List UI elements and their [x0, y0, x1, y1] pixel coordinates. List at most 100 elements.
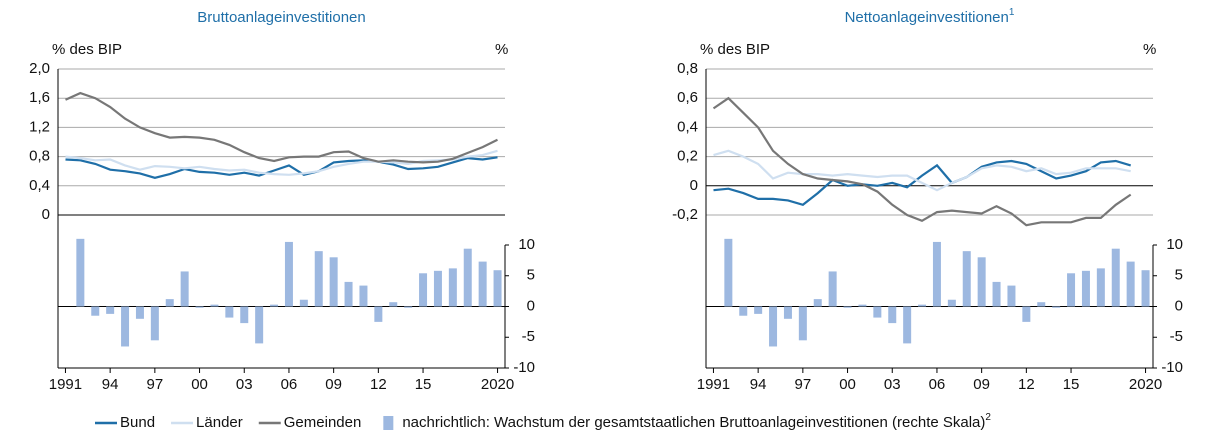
- bar: [284, 241, 293, 307]
- x-tick-label: 12: [1018, 376, 1035, 393]
- x-tick-label: 00: [839, 376, 856, 393]
- legend-label: Bund: [120, 414, 155, 431]
- line-series: [65, 149, 498, 176]
- bar: [1096, 268, 1105, 307]
- bar: [389, 302, 398, 307]
- bar: [1081, 270, 1090, 307]
- y2-tick-label: 10: [518, 236, 535, 253]
- bar: [448, 268, 457, 307]
- bar: [150, 306, 159, 341]
- bar: [888, 306, 897, 324]
- bar: [739, 306, 748, 316]
- bar: [962, 251, 971, 307]
- bar: [1052, 306, 1061, 308]
- x-tick-label: 12: [370, 376, 387, 393]
- bar: [180, 271, 189, 307]
- bar: [828, 271, 837, 307]
- bar: [91, 306, 100, 316]
- bar: [299, 299, 308, 307]
- bar: [769, 306, 778, 347]
- line-series: [713, 159, 1132, 207]
- x-tick-label: 94: [102, 376, 119, 393]
- bar: [1067, 273, 1076, 307]
- bar: [121, 306, 130, 347]
- y-tick-label: 0: [690, 177, 698, 194]
- y-axis-label: % des BIP: [700, 41, 770, 58]
- bar: [240, 306, 249, 324]
- bar: [165, 299, 174, 307]
- bar: [463, 248, 472, 307]
- y2-tick-label: -5: [1170, 328, 1183, 345]
- chart-title: Nettoanlageinvestitionen1: [845, 7, 1015, 26]
- legend-note: 2: [985, 412, 991, 423]
- bar: [329, 257, 338, 307]
- x-tick-label: 15: [415, 376, 432, 393]
- x-tick-label: 09: [973, 376, 990, 393]
- bar: [478, 261, 487, 307]
- bar: [374, 306, 383, 322]
- legend-swatch: [383, 416, 394, 430]
- bar: [977, 257, 986, 307]
- bar: [135, 306, 144, 319]
- line-series: [65, 91, 498, 164]
- bar: [992, 281, 1001, 307]
- bar: [210, 304, 219, 307]
- chart-title: Bruttoanlageinvestitionen: [197, 9, 365, 26]
- bar: [798, 306, 807, 341]
- x-tick-label: 03: [884, 376, 901, 393]
- y2-axis-label: %: [495, 41, 508, 58]
- y-axis-label: % des BIP: [52, 41, 122, 58]
- x-tick-label: 97: [795, 376, 812, 393]
- y2-tick-label: 0: [1175, 297, 1183, 314]
- x-tick-label: 15: [1063, 376, 1080, 393]
- bar: [225, 306, 234, 318]
- legend-label: Länder: [196, 414, 243, 431]
- line-series: [65, 156, 498, 179]
- y-tick-label: 0,4: [29, 177, 50, 194]
- bar: [433, 270, 442, 307]
- bar: [314, 251, 323, 307]
- y-tick-label: 0: [42, 206, 50, 223]
- bar: [359, 285, 368, 307]
- bar: [1126, 261, 1135, 307]
- x-tick-label: 2020: [481, 376, 514, 393]
- y-tick-label: 1,6: [29, 89, 50, 106]
- bar: [1037, 302, 1046, 307]
- y2-tick-label: -10: [513, 359, 535, 376]
- x-tick-label: 06: [929, 376, 946, 393]
- x-tick-label: 00: [191, 376, 208, 393]
- bar: [918, 304, 927, 307]
- bar: [1141, 270, 1150, 307]
- bar: [783, 306, 792, 319]
- bar: [344, 281, 353, 307]
- y2-tick-label: 5: [527, 267, 535, 284]
- bar: [754, 306, 763, 314]
- bar: [419, 273, 428, 307]
- y2-tick-label: 10: [1166, 236, 1183, 253]
- bar: [1022, 306, 1031, 322]
- bar: [76, 238, 85, 307]
- bar: [195, 306, 204, 308]
- x-tick-label: 2020: [1129, 376, 1162, 393]
- y2-axis-label: %: [1143, 41, 1156, 58]
- line-series: [712, 96, 1132, 227]
- bar: [724, 238, 733, 307]
- bar: [404, 306, 413, 308]
- x-tick-label: 03: [236, 376, 253, 393]
- y-tick-label: 0,8: [677, 60, 698, 77]
- line-series: [713, 149, 1131, 192]
- x-tick-label: 97: [147, 376, 164, 393]
- bar: [813, 299, 822, 307]
- bar: [1007, 285, 1016, 307]
- x-tick-label: 1991: [697, 376, 730, 393]
- legend-label: nachrichtlich: Wachstum der gesamtstaatl…: [402, 412, 991, 431]
- bar: [932, 241, 941, 307]
- y2-tick-label: -5: [522, 328, 535, 345]
- y-tick-label: 0,6: [677, 89, 698, 106]
- y-tick-label: 2,0: [29, 60, 50, 77]
- bar: [493, 270, 502, 307]
- y-tick-label: 0,4: [677, 118, 698, 135]
- y-tick-label: 0,8: [29, 148, 50, 165]
- title-note: 1: [1009, 7, 1015, 18]
